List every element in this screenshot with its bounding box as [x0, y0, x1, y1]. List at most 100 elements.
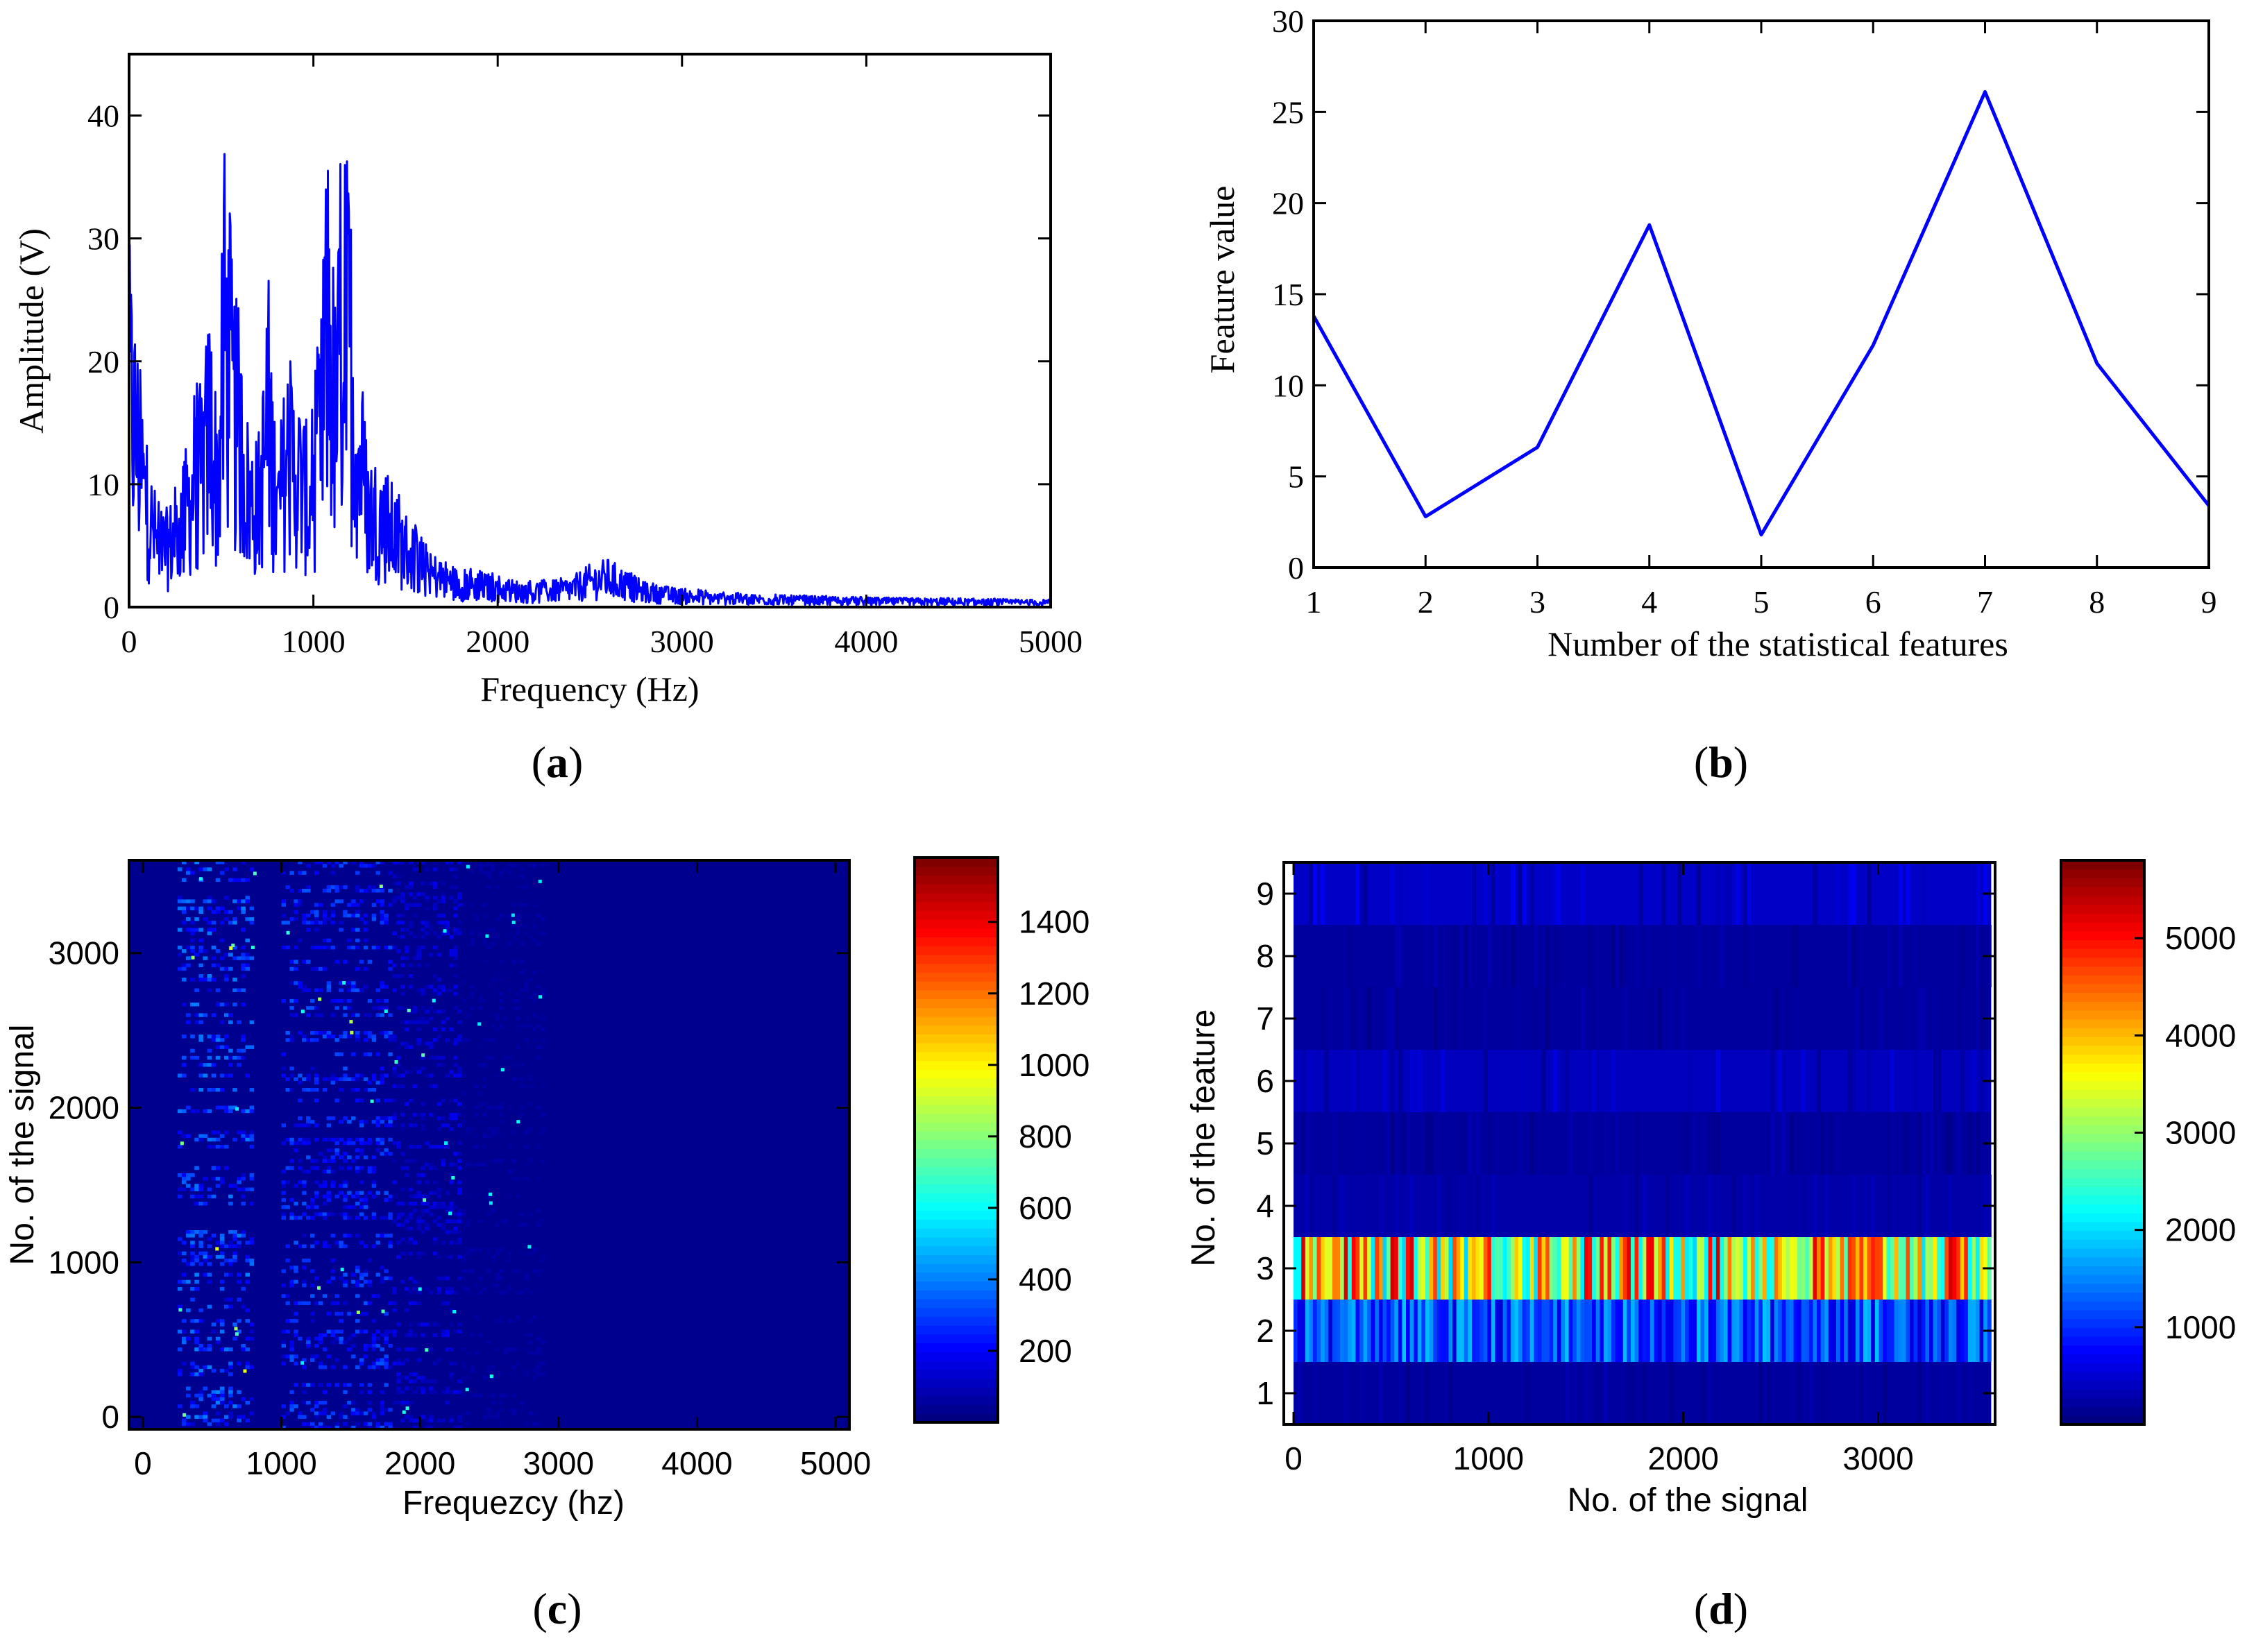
panel-c-heat-cell	[408, 1386, 414, 1390]
panel-d-heat-cell	[1549, 1300, 1554, 1362]
panel-c-hot-spot	[235, 1332, 239, 1336]
panel-d-heat-cell	[1917, 1112, 1922, 1175]
panel-c-heat-cell	[215, 1411, 221, 1415]
panel-c-heat-cell	[371, 1120, 377, 1124]
panel-c-heat-cell	[432, 991, 438, 996]
panel-c-heat-cell	[466, 860, 470, 865]
panel-c-heat-cell	[498, 1315, 504, 1320]
panel-c-heat-cell	[241, 1177, 246, 1181]
panel-d-colorbar-step	[2061, 1063, 2144, 1073]
panel-c-colorbar-step	[915, 1122, 998, 1132]
panel-d-heat-cell	[1743, 1237, 1747, 1300]
panel-c-heat-cell	[355, 1148, 360, 1152]
panel-c-heat-cell	[412, 903, 417, 907]
panel-c-heat-cell	[457, 1329, 462, 1334]
panel-c-heat-cell	[502, 1223, 508, 1227]
panel-c-heat-cell	[502, 1347, 508, 1352]
panel-c-heat-cell	[404, 956, 409, 960]
panel-c-heat-cell	[318, 946, 323, 950]
panel-d-colorbar-step	[2061, 1133, 2144, 1143]
panel-c-heat-cell	[515, 998, 520, 1003]
panel-c-heat-cell	[207, 1055, 212, 1060]
panel-d-heat-cell	[1646, 1237, 1651, 1300]
panel-c-heat-cell	[289, 1198, 294, 1202]
panel-d-heat-cell	[1808, 1300, 1813, 1362]
panel-d-heat-cell	[1553, 1050, 1558, 1112]
panel-c-heat-cell	[396, 874, 401, 878]
panel-d-colorbar-step	[2061, 1037, 2144, 1046]
panel-c-heat-cell	[289, 1354, 294, 1359]
panel-c-heat-cell	[186, 1173, 191, 1177]
panel-c-heat-cell	[494, 1169, 500, 1174]
panel-c-heat-cell	[249, 1130, 255, 1134]
panel-d-heat-cell	[1797, 1300, 1802, 1362]
panel-d-colorbar-step	[2061, 1336, 2144, 1346]
panel-c-heat-cell	[482, 1134, 487, 1139]
panel-c-heat-cell	[203, 1230, 208, 1234]
panel-c-heat-cell	[425, 1226, 430, 1231]
panel-c-heat-cell	[392, 1219, 397, 1224]
panel-c-heat-cell	[326, 1194, 332, 1199]
panel-d-heat-cell	[1948, 1237, 1953, 1300]
panel-c-heat-cell	[245, 1347, 251, 1352]
panel-c-heat-cell	[404, 1045, 409, 1049]
panel-d-colorbar-step	[2061, 948, 2144, 958]
panel-c-heat-cell	[449, 949, 454, 953]
panel-d-heat-cell	[1677, 1237, 1681, 1300]
panel-c-heat-cell	[194, 1202, 199, 1206]
panel-c-heat-cell	[314, 1088, 319, 1092]
panel-c-heat-cell	[355, 889, 360, 893]
panel-d-heat-cell	[1634, 1112, 1639, 1175]
panel-c-heat-cell	[400, 913, 405, 918]
panel-d-heat-cell	[1529, 1300, 1534, 1362]
panel-d-heat-cell	[1793, 1237, 1798, 1300]
panel-c-heat-cell	[190, 899, 195, 903]
panel-d-heat-cell	[1808, 1112, 1813, 1175]
panel-c-heat-cell	[355, 1202, 360, 1206]
panel-d-heat-cell	[1735, 862, 1740, 925]
panel-d-heat-cell	[1565, 1362, 1569, 1424]
panel-c-heat-cell	[429, 881, 434, 886]
panel-c-heat-cell	[347, 1077, 352, 1082]
panel-c-heat-cell	[249, 1411, 255, 1415]
panel-d-heat-cell	[1475, 1175, 1480, 1237]
panel-c-heat-cell	[363, 1279, 368, 1284]
panel-d-heat-cell	[1387, 1237, 1391, 1300]
panel-c-heat-cell	[294, 1311, 298, 1316]
panel-c-heat-cell	[408, 1045, 414, 1049]
panel-c-heat-cell	[511, 1347, 516, 1352]
panel-c-heat-cell	[445, 1301, 450, 1305]
panel-c-heat-cell	[396, 949, 401, 953]
panel-c-heat-cell	[425, 1322, 430, 1327]
panel-c-heat-cell	[445, 1287, 450, 1291]
panel-c-caption-letter: c	[548, 1584, 567, 1633]
panel-c-heat-cell	[421, 1386, 425, 1390]
panel-c-heat-cell	[486, 1269, 491, 1273]
panel-c-heat-cell	[223, 1297, 229, 1302]
panel-c-heat-cell	[482, 1287, 487, 1291]
panel-c-heat-cell	[289, 1266, 294, 1270]
panel-d-heat-cell	[1700, 1362, 1705, 1424]
panel-d-heat-cell	[1390, 1300, 1395, 1362]
panel-c-heat-cell	[232, 878, 237, 883]
panel-c-heat-cell	[228, 1262, 233, 1266]
panel-c-heat-cell	[432, 860, 438, 865]
panel-c-heat-cell	[453, 1073, 458, 1078]
panel-c-heat-cell	[502, 1361, 508, 1366]
panel-c-heat-cell	[207, 931, 212, 935]
panel-c-heat-cell	[527, 871, 533, 875]
panel-d-heat-cell	[1778, 1112, 1783, 1175]
panel-d-heat-cell	[1340, 1175, 1345, 1237]
panel-d-heat-cell	[1847, 862, 1852, 925]
panel-c-heat-cell	[436, 1287, 442, 1291]
panel-c-heat-cell	[359, 1137, 364, 1142]
panel-c-heat-cell	[416, 1226, 421, 1231]
panel-d-heat-cell	[1312, 1362, 1317, 1424]
panel-d-heat-cell	[1507, 1237, 1511, 1300]
panel-d-heat-cell	[1553, 925, 1558, 987]
panel-c-heat-cell	[241, 1173, 246, 1177]
panel-d-heat-cell	[1774, 1237, 1779, 1300]
panel-c-colorbar-step	[915, 1404, 998, 1414]
panel-d-heat-cell	[1658, 1300, 1663, 1362]
panel-d-heat-cell	[1475, 1112, 1480, 1175]
